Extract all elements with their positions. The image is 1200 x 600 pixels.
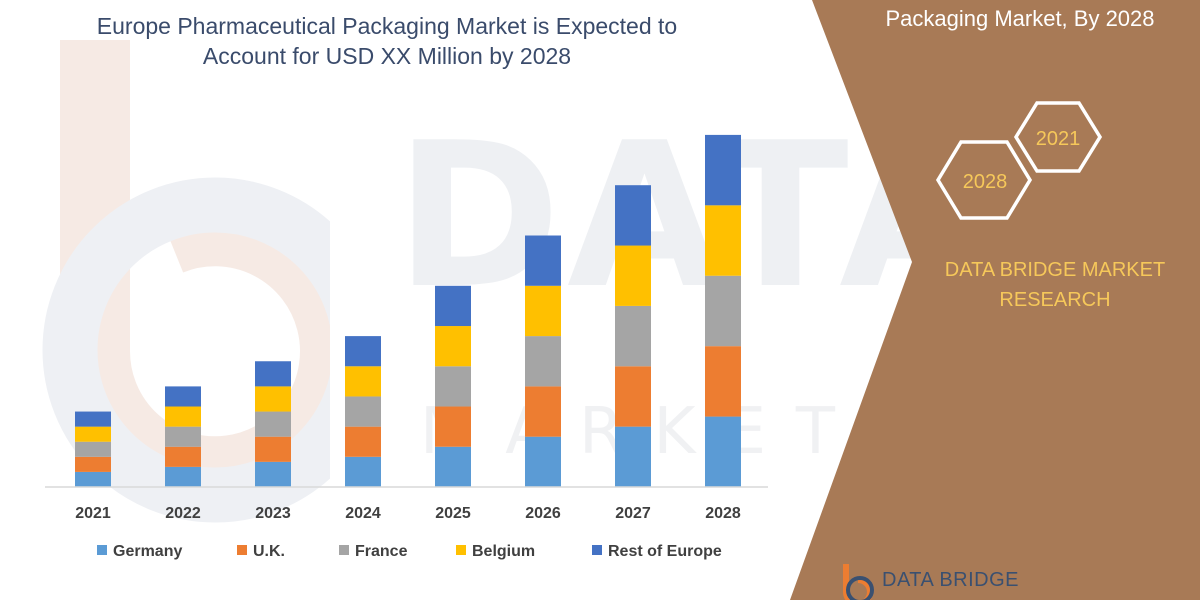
bar-2024-belgium [345,366,381,397]
bar-2026-rest-of-europe [525,235,561,286]
bar-2022-rest-of-europe [165,386,201,407]
legend-swatch-u-k [237,545,247,555]
x-tick-label-2022: 2022 [165,505,201,522]
year-hexagons: 2021 2028 [935,101,1103,220]
legend-item-germany: Germany [97,543,182,560]
x-tick-label-2027: 2027 [615,505,651,522]
hexagon-year-2021: 2021 [1036,128,1081,150]
chart-title-line2: Account for USD XX Million by 2028 [202,43,572,69]
bar-2024-rest-of-europe [345,336,381,367]
panel-brand: DATA BRIDGE MARKET RESEARCH [920,255,1190,315]
bar-2022-u-k [165,446,201,467]
footer-logo: DATA BRIDGE [838,562,1038,600]
bar-2025-belgium [435,326,471,367]
bar-2023-u-k [255,436,291,462]
bar-2023-rest-of-europe [255,361,291,387]
legend-swatch-france [339,545,349,555]
bar-2026-france [525,336,561,387]
bar-2027-germany [615,426,651,487]
bar-2023-france [255,411,291,437]
legend-item-belgium: Belgium [456,543,535,560]
legend-label-belgium: Belgium [472,543,535,560]
bar-2027-belgium [615,245,651,306]
legend-label-rest-of-europe: Rest of Europe [608,543,722,560]
legend-item-france: France [339,543,408,560]
panel-title: Packaging Market, By 2028 [885,6,1155,31]
stacked-bar-chart: 2021 2022 2023 2024 2025 2026 2027 2028 Germany… [45,134,768,560]
x-tick-label-2024: 2024 [345,505,381,522]
bar-2028-germany [705,416,741,487]
bar-2022-belgium [165,406,201,427]
legend-label-u-k: U.K. [253,543,285,560]
bar-2027-rest-of-europe [615,185,651,246]
bar-2021-germany [75,471,111,487]
legend-label-france: France [355,543,408,560]
bars-group [75,134,741,487]
bar-2023-germany [255,461,291,487]
hexagon-2028-icon [935,140,1033,220]
hexagon-year-2028: 2028 [963,171,1008,193]
bar-2028-rest-of-europe [705,134,741,206]
bar-2026-belgium [525,285,561,337]
legend-swatch-belgium [456,545,466,555]
bar-2026-u-k [525,386,561,437]
footer-logo-text: DATA BRIDGE [882,569,1020,591]
x-tick-label-2023: 2023 [255,505,291,522]
panel-brand-line2: RESEARCH [999,289,1111,311]
bar-2025-germany [435,446,471,487]
x-tick-label-2021: 2021 [75,505,111,522]
legend-item-u-k: U.K. [237,543,285,560]
bar-2025-u-k [435,406,471,447]
bar-2024-germany [345,456,381,487]
bar-2025-rest-of-europe [435,285,471,327]
x-tick-label-2025: 2025 [435,505,471,522]
bar-2028-france [705,275,741,347]
bar-2024-u-k [345,426,381,457]
bar-2021-belgium [75,426,111,442]
hexagon-2021-icon [1013,101,1103,173]
bar-2023-belgium [255,386,291,412]
legend: Germany U.K. France Belgium Rest of Europe [97,543,722,560]
x-tick-labels: 2021 2022 2023 2024 2025 2026 2027 2028 [75,505,741,522]
legend-swatch-rest-of-europe [592,545,602,555]
bar-2024-france [345,396,381,427]
bar-2025-france [435,366,471,407]
bar-2021-u-k [75,456,111,472]
bar-2026-germany [525,436,561,487]
legend-label-germany: Germany [113,543,182,560]
bar-2022-france [165,426,201,447]
chart-title-line1: Europe Pharmaceutical Packaging Market i… [96,13,678,39]
x-tick-label-2026: 2026 [525,505,561,522]
bar-2022-germany [165,466,201,487]
bar-2027-u-k [615,366,651,427]
legend-swatch-germany [97,545,107,555]
bar-2021-france [75,441,111,457]
bar-2028-u-k [705,346,741,417]
x-tick-label-2028: 2028 [705,505,741,522]
panel-brand-line1: DATA BRIDGE MARKET [944,259,1166,281]
bar-2027-france [615,305,651,367]
bar-2021-rest-of-europe [75,411,111,427]
legend-item-rest-of-europe: Rest of Europe [592,543,722,560]
bar-2028-belgium [705,205,741,276]
data-bridge-logo-icon [843,564,874,600]
